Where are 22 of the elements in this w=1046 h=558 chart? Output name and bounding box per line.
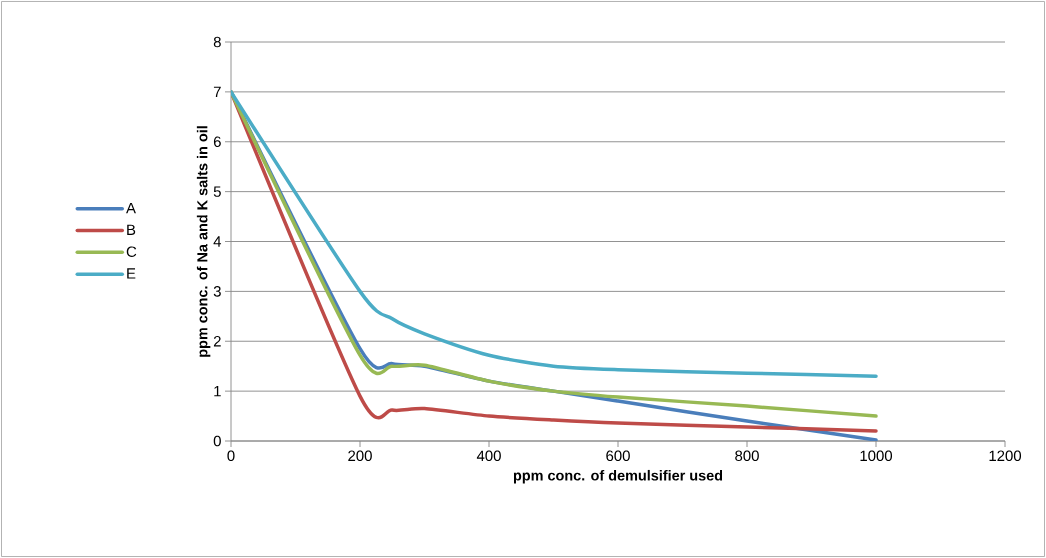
- x-tick-label: 600: [606, 450, 630, 462]
- y-tick-label: 0: [213, 435, 221, 447]
- x-tick-label: 400: [476, 450, 501, 462]
- legend-label: E: [127, 268, 136, 279]
- legend-label: A: [126, 202, 136, 214]
- y-tick-label: 7: [213, 86, 221, 98]
- y-tick-label: 8: [213, 36, 221, 48]
- x-tick-label: 0: [227, 450, 235, 462]
- x-tick-label: 1000: [860, 450, 893, 462]
- legend-label: C: [126, 246, 137, 257]
- y-tick-label: 6: [213, 136, 221, 148]
- x-tick-label: 200: [348, 450, 372, 462]
- y-tick-label: 2: [213, 336, 221, 347]
- x-axis-title: ppm conc. of demulsifier used: [513, 469, 723, 484]
- y-tick-label: 1: [214, 385, 221, 397]
- legend-label: B: [127, 224, 136, 235]
- y-tick-label: 4: [213, 236, 222, 247]
- x-tick-label: 800: [735, 450, 759, 462]
- y-tick-label: 5: [213, 186, 221, 197]
- y-axis-title: ppm conc. of Na and K salts in oil: [196, 126, 211, 357]
- y-tick-label: 3: [213, 286, 221, 297]
- x-tick-label: 1200: [989, 450, 1022, 462]
